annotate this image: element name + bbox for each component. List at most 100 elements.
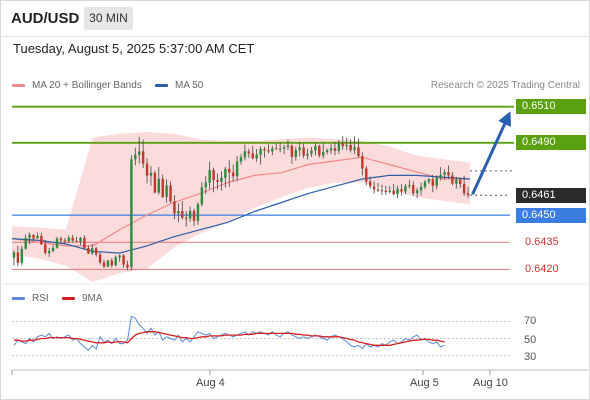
timeframe-badge[interactable]: 30 MIN [84,7,133,30]
rsi-tick-30: 30 [524,351,537,363]
candle-body [388,190,391,193]
candle-body [271,148,274,152]
candle-body [298,147,301,151]
candle-body [79,237,82,242]
candle-body [329,148,333,151]
time-axis [11,369,588,375]
candle-body [235,161,239,177]
legend-label: MA 50 [175,80,204,91]
bollinger-band-area [12,132,470,282]
candle-body [451,175,454,184]
candle-body [314,145,317,151]
candle-body [365,168,368,182]
candle-body [94,248,98,255]
candle-body [102,262,106,267]
candle-body [282,147,286,149]
candle-body [247,151,251,154]
candle-body [353,147,356,151]
candle-body [75,240,78,242]
candle-body [59,238,63,241]
candle-body [67,237,70,242]
candle-body [149,172,153,176]
legend-swatch-9ma [62,296,75,300]
candle-body [114,257,117,266]
candle-body [40,235,43,245]
candle-body [333,148,337,151]
candle-body [361,156,364,169]
candle-body [51,247,55,251]
candle-body [134,154,137,160]
candle-body [431,179,435,186]
candle-body [44,244,47,254]
legend-swatch-ma20 [12,83,25,87]
candle-body [286,145,290,148]
rsi-tick-70: 70 [524,315,537,327]
level-lines [12,105,515,270]
candle-body [368,181,372,187]
candle-body [443,172,446,175]
candle-body [20,248,23,263]
candle-body [118,255,121,258]
candle-body [290,145,294,157]
candle-body [267,150,270,152]
level-label-pivot: 0.6450 [516,207,586,223]
candle-body [106,260,110,267]
candle-body [337,143,341,151]
candle-body [318,145,321,156]
candle-body [138,151,141,155]
candle-body [91,248,94,254]
copyright-text: Research © 2025 Trading Central [430,80,580,91]
candle-body [372,186,376,190]
candle-body [145,163,149,176]
projection-arrow-shaft [471,115,510,195]
rsi-panel [0,283,590,356]
x-tick-label: Aug 5 [410,377,439,389]
candle-body [173,201,176,214]
candle-body [408,185,411,187]
candle-body [357,147,360,157]
level-label-support-1: 0.6435 [525,235,559,248]
candle-body [321,152,325,156]
candle-body [24,237,27,249]
candle-body [212,170,215,181]
candle-body [169,185,172,202]
candle-body [427,179,431,182]
candle-body [130,159,133,268]
candle-body [392,190,395,195]
level-label-support-2: 0.6420 [525,262,559,275]
candle-body [177,210,180,214]
candle-body [380,189,384,191]
candle-body [231,172,235,177]
candle-body [55,238,59,248]
candle-body [466,193,470,196]
candle-body [141,151,145,164]
candle-body [157,178,161,193]
candle-body [47,250,51,254]
x-tick-label: Aug 4 [196,377,225,389]
candle-body [404,186,407,192]
candle-body [196,204,200,221]
candle-body [243,151,247,158]
candle-body [275,148,278,150]
candle-body [161,178,164,198]
candle-body [341,143,344,147]
candle-body [153,172,157,193]
candle-body [208,170,211,183]
candle-body [83,237,86,249]
candle-body [87,248,90,254]
candle-body [12,252,16,258]
candle-body [325,150,329,153]
candle-body [110,260,114,266]
candle-body [302,147,305,156]
candle-body [294,150,298,157]
projection-arrow [471,111,512,195]
chart-datetime: Tuesday, August 5, 2025 5:37:00 AM CET [13,41,255,56]
candle-body [204,182,207,188]
candle-body [345,145,348,147]
candle-body [122,255,125,265]
candle-body [224,168,227,178]
candle-body [349,145,352,151]
candle-body [259,148,262,155]
chart-header: AUD/USD 30 MIN [0,0,590,36]
